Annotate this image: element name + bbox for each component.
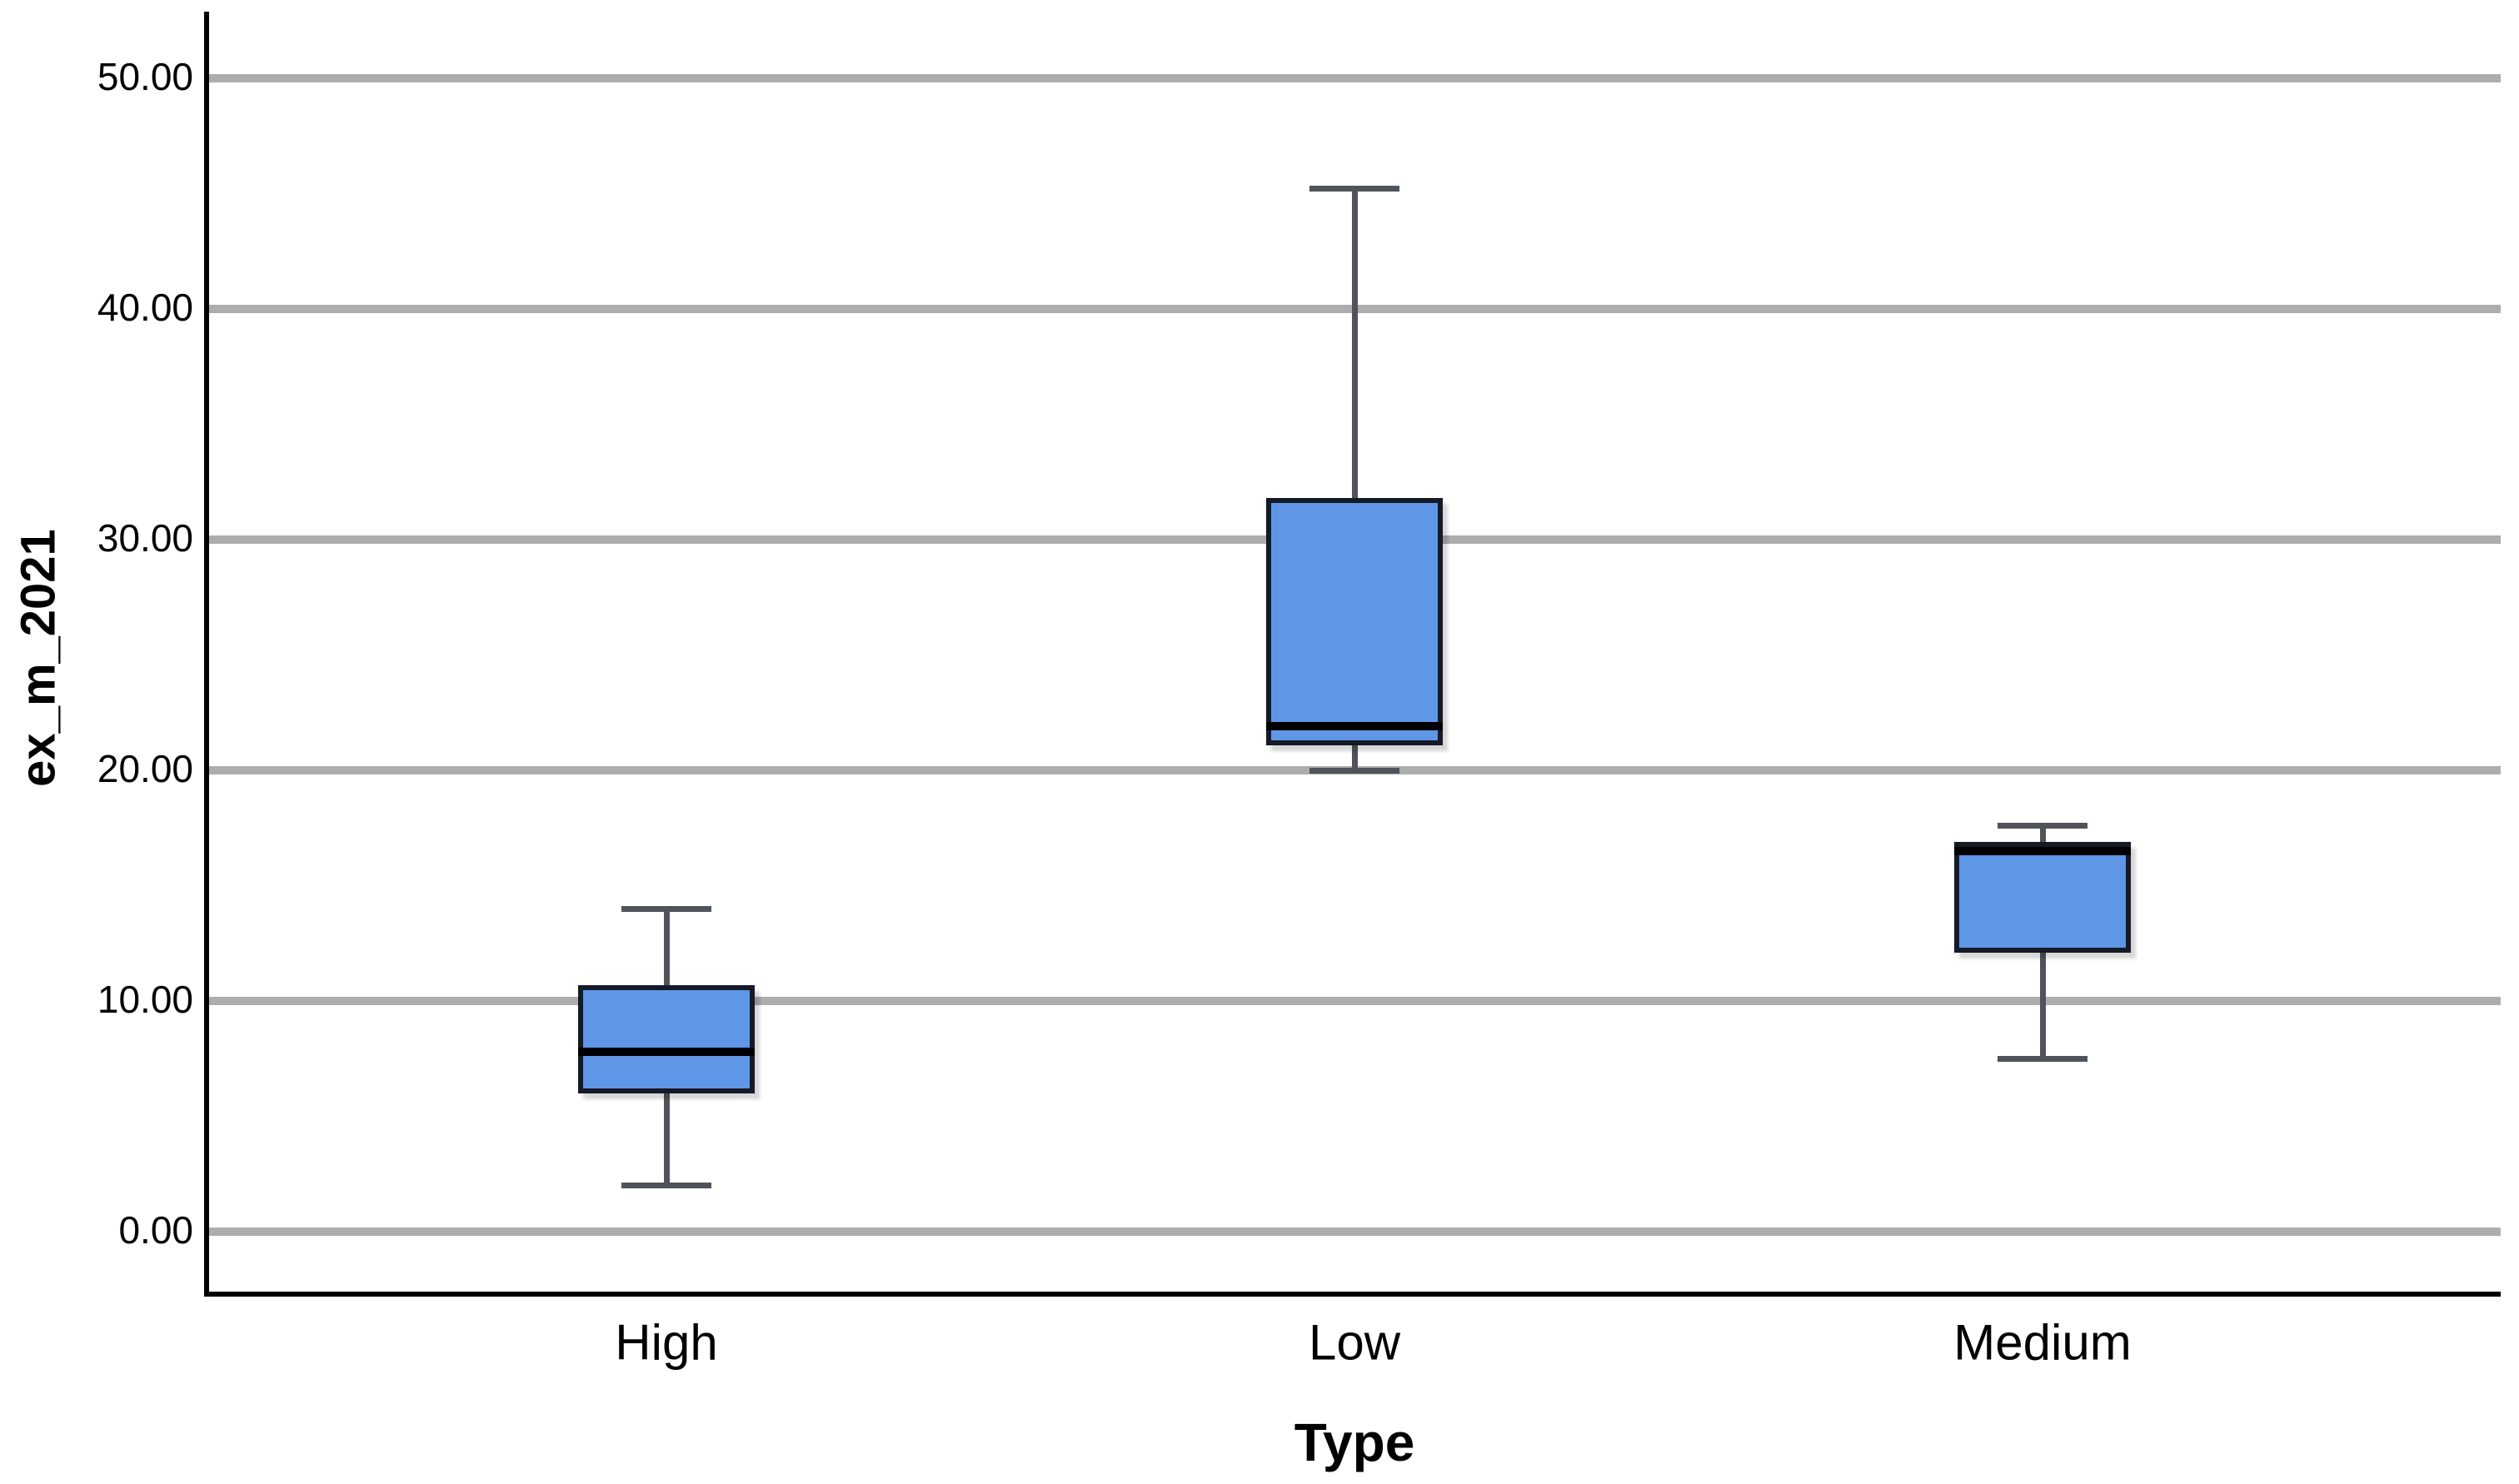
y-axis-line <box>204 12 209 1297</box>
whisker-upper-cap <box>1998 822 2088 829</box>
category-label-low: Low <box>1308 1314 1401 1371</box>
box-high <box>578 984 755 1093</box>
median-low <box>1266 722 1443 731</box>
whisker-lower-cap <box>1309 767 1399 774</box>
whisker-upper-cap <box>621 905 711 912</box>
whisker-upper-stem <box>663 909 670 985</box>
y-tick-label: 50.00 <box>97 54 193 98</box>
gridline <box>209 1228 2501 1236</box>
x-axis-title: Type <box>1294 1412 1415 1472</box>
y-tick-label: 20.00 <box>97 746 193 790</box>
whisker-lower-cap <box>1998 1055 2088 1062</box>
y-tick-label: 0.00 <box>118 1208 193 1252</box>
gridline <box>209 74 2501 82</box>
whisker-lower-cap <box>621 1183 711 1189</box>
whisker-upper-stem <box>2039 825 2046 842</box>
median-high <box>578 1047 755 1056</box>
category-label-medium: Medium <box>1953 1314 2132 1371</box>
whisker-lower-stem <box>1351 744 1358 770</box>
y-tick-label: 40.00 <box>97 285 193 329</box>
whisker-lower-stem <box>663 1093 670 1186</box>
box-medium <box>1954 841 2131 953</box>
y-tick-label: 10.00 <box>97 977 193 1021</box>
whisker-upper-cap <box>1309 186 1399 192</box>
y-axis-title: ex_m_2021 <box>11 529 66 787</box>
category-label-high: High <box>615 1314 718 1371</box>
whisker-lower-stem <box>2039 952 2046 1059</box>
whisker-upper-stem <box>1351 188 1358 499</box>
box-low <box>1266 498 1443 745</box>
x-axis-line <box>204 1292 2501 1297</box>
y-tick-label: 30.00 <box>97 515 193 560</box>
gridline <box>209 997 2501 1005</box>
median-medium <box>1954 846 2131 855</box>
